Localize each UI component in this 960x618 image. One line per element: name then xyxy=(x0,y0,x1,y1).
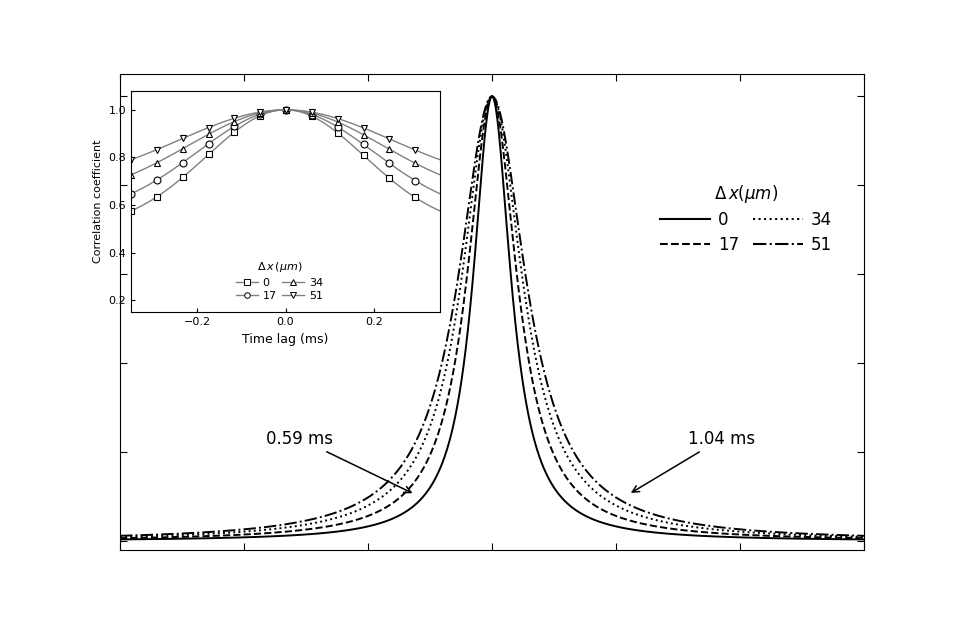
Legend: 0, 17, 34, 51: 0, 17, 34, 51 xyxy=(655,177,837,259)
Text: 0.59 ms: 0.59 ms xyxy=(266,430,411,493)
Text: 1.04 ms: 1.04 ms xyxy=(633,430,755,492)
